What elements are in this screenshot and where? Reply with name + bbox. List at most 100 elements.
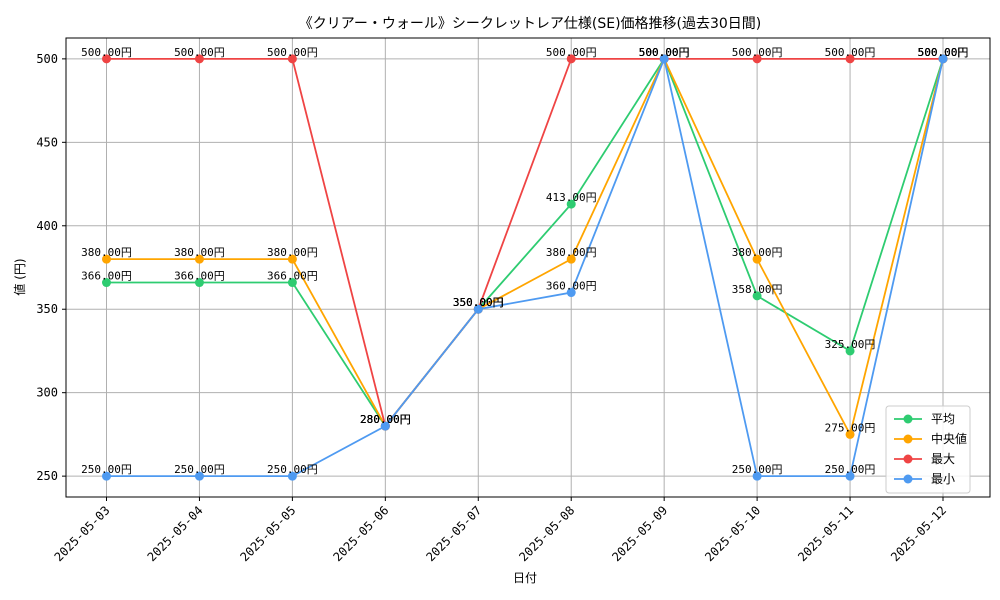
data-label-2: 380.00円 bbox=[732, 246, 783, 259]
x-tick-label: 2025-05-10 bbox=[702, 503, 763, 564]
data-label-3: 280.00円 bbox=[360, 413, 411, 426]
series-point-1 bbox=[287, 278, 297, 288]
x-tick-label: 2025-05-11 bbox=[795, 503, 856, 564]
data-label-1: 500.00円 bbox=[918, 46, 969, 59]
series-point-1 bbox=[752, 291, 762, 301]
data-label-4: 350.00円 bbox=[453, 296, 504, 309]
series-point-4 bbox=[752, 471, 762, 481]
legend-box bbox=[885, 405, 971, 494]
series-point-1 bbox=[102, 278, 111, 288]
x-tick-label: 2025-05-05 bbox=[238, 503, 299, 564]
y-tick-label: 350 bbox=[36, 302, 58, 316]
series-point-2 bbox=[287, 254, 297, 264]
series-point-3 bbox=[194, 54, 204, 64]
data-label-1: 325.00円 bbox=[825, 338, 876, 351]
legend-marker bbox=[903, 434, 913, 444]
legend-label: 平均 bbox=[931, 412, 955, 426]
series-point-2 bbox=[194, 254, 204, 264]
y-tick-label: 300 bbox=[36, 386, 58, 400]
data-label-3: 500.00円 bbox=[81, 46, 132, 59]
series-line-1 bbox=[106, 56, 944, 428]
data-label-4: 250.00円 bbox=[825, 463, 876, 476]
data-label-4: 360.00円 bbox=[546, 280, 597, 293]
y-tick-label: 500 bbox=[36, 52, 58, 66]
plot-frame bbox=[65, 37, 991, 498]
data-label-2: 500.00円 bbox=[918, 46, 969, 59]
data-label-1: 366.00円 bbox=[81, 270, 132, 283]
x-tick-label: 2025-05-07 bbox=[423, 503, 484, 564]
data-label-1: 280.00円 bbox=[360, 413, 411, 426]
series-point-1 bbox=[845, 346, 855, 356]
data-label-3: 500.00円 bbox=[918, 46, 969, 59]
data-label-1: 358.00円 bbox=[732, 283, 783, 296]
series-point-4 bbox=[566, 288, 576, 298]
x-tick-label: 2025-05-04 bbox=[145, 503, 206, 564]
legend-label: 最小 bbox=[931, 472, 955, 486]
series-point-4 bbox=[938, 54, 948, 64]
data-label-1: 350.00円 bbox=[453, 296, 504, 309]
series-point-3 bbox=[566, 54, 576, 64]
series-point-4 bbox=[287, 471, 297, 481]
data-label-2: 380.00円 bbox=[174, 246, 225, 259]
series-point-2 bbox=[102, 254, 111, 264]
data-label-1: 366.00円 bbox=[267, 270, 318, 283]
data-label-2: 280.00円 bbox=[360, 413, 411, 426]
x-tick-label: 2025-05-12 bbox=[888, 503, 949, 564]
data-label-3: 500.00円 bbox=[546, 46, 597, 59]
y-axis-label: 値 (円) bbox=[12, 258, 27, 295]
chart-title: 《クリアー・ウォール》シークレットレア仕様(SE)価格推移(過去30日間) bbox=[299, 16, 762, 32]
data-label-4: 280.00円 bbox=[360, 413, 411, 426]
data-label-4: 500.00円 bbox=[918, 46, 969, 59]
legend-marker bbox=[903, 414, 913, 424]
data-label-4: 250.00円 bbox=[81, 463, 132, 476]
data-labels: 366.00円 366.00円 366.00円 280.00円 350.00円 413.0… bbox=[81, 46, 968, 476]
data-label-3: 500.00円 bbox=[825, 46, 876, 59]
series-point-4 bbox=[102, 471, 111, 481]
data-label-2: 500.00円 bbox=[639, 46, 690, 59]
series-point-3 bbox=[102, 54, 111, 64]
data-label-4: 500.00円 bbox=[639, 46, 690, 59]
data-label-2: 380.00円 bbox=[81, 246, 132, 259]
series-line-2 bbox=[106, 56, 944, 437]
x-tick-label: 2025-05-09 bbox=[609, 503, 670, 564]
series-point-3 bbox=[287, 54, 297, 64]
legend-marker bbox=[903, 454, 913, 464]
x-tick-label: 2025-05-03 bbox=[52, 503, 113, 564]
x-tick-label: 2025-05-08 bbox=[516, 503, 577, 564]
series-point-2 bbox=[845, 429, 855, 439]
data-label-4: 250.00円 bbox=[267, 463, 318, 476]
axes: 2025-05-03 2025-05-04 2025-05-05 2025-05-06… bbox=[36, 37, 991, 564]
series-point-4 bbox=[194, 471, 204, 481]
data-label-2: 380.00円 bbox=[546, 246, 597, 259]
y-tick-label: 450 bbox=[36, 135, 58, 149]
data-label-1: 413.00円 bbox=[546, 191, 597, 204]
series-point-4 bbox=[473, 304, 483, 314]
data-label-3: 350.00円 bbox=[453, 296, 504, 309]
series-point-3 bbox=[845, 54, 855, 64]
legend-label: 最大 bbox=[931, 452, 955, 466]
y-tick-label: 250 bbox=[36, 469, 58, 483]
series-line-3 bbox=[106, 57, 943, 429]
series-layer bbox=[102, 54, 948, 481]
data-label-2: 380.00円 bbox=[267, 246, 318, 259]
series-point-4 bbox=[845, 471, 855, 481]
data-label-2: 350.00円 bbox=[453, 296, 504, 309]
y-tick-label: 400 bbox=[36, 219, 58, 233]
data-label-3: 500.00円 bbox=[174, 46, 225, 59]
series-point-1 bbox=[194, 278, 204, 288]
series-point-1 bbox=[566, 199, 576, 209]
legend-label: 中央値 bbox=[931, 431, 967, 446]
x-axis-label: 日付 bbox=[513, 571, 537, 585]
data-label-4: 250.00円 bbox=[732, 463, 783, 476]
series-point-4 bbox=[380, 421, 390, 431]
data-label-1: 366.00円 bbox=[174, 270, 225, 283]
data-label-2: 275.00円 bbox=[825, 421, 876, 434]
series-point-4 bbox=[659, 54, 669, 64]
data-label-3: 500.00円 bbox=[639, 46, 690, 59]
data-label-3: 500.00円 bbox=[267, 46, 318, 59]
series-point-3 bbox=[752, 54, 762, 64]
legend-marker bbox=[903, 474, 913, 484]
series-point-2 bbox=[752, 254, 762, 264]
